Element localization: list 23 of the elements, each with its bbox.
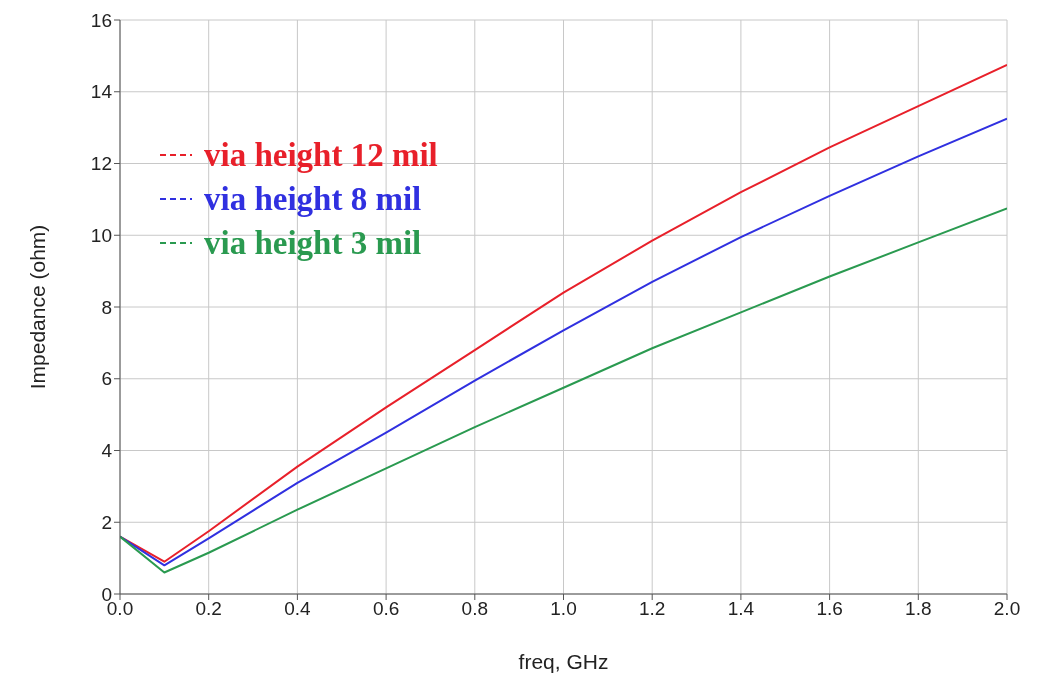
x-tick-label: 1.0 xyxy=(550,598,577,620)
x-tick-label: 2.0 xyxy=(993,598,1021,620)
y-tick-label: 6 xyxy=(101,368,112,390)
x-tick-label: 0.8 xyxy=(461,598,489,620)
legend-label: via height 3 mil xyxy=(204,224,422,263)
x-tick-label: 1.6 xyxy=(816,598,843,620)
y-tick-label: 4 xyxy=(101,440,113,462)
legend-label: via height 12 mil xyxy=(204,136,438,175)
y-tick-label: 10 xyxy=(90,224,112,246)
legend-label: via height 8 mil xyxy=(204,180,422,219)
y-tick-label: 12 xyxy=(90,153,112,175)
x-tick-label: 1.4 xyxy=(727,598,755,620)
y-tick-label: 14 xyxy=(90,81,113,103)
x-axis-title: freq, GHz xyxy=(518,650,609,673)
x-tick-label: 1.2 xyxy=(638,598,666,620)
x-tick-label: 1.8 xyxy=(905,598,932,620)
y-tick-label: 2 xyxy=(101,511,112,533)
x-tick-label: 0.6 xyxy=(372,598,400,620)
y-axis-title: Impedance (ohm) xyxy=(26,224,50,390)
x-tick-label: 0.2 xyxy=(195,598,222,620)
y-tick-label: 16 xyxy=(90,9,112,31)
x-tick-label: 0.4 xyxy=(284,598,312,620)
y-tick-label: 8 xyxy=(101,296,112,318)
